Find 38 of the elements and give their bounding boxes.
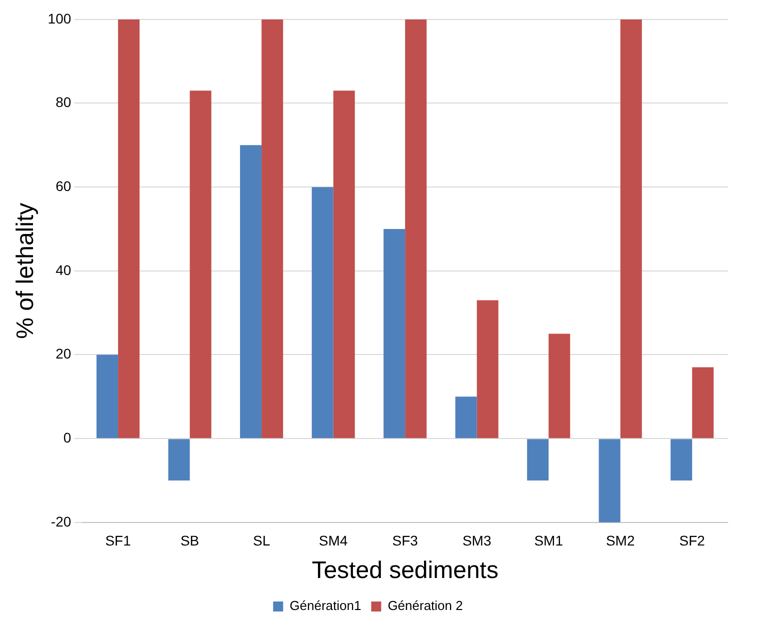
bar — [384, 228, 406, 438]
bar — [670, 439, 692, 480]
x-tick-label: SL — [252, 532, 270, 549]
y-tick-label: -20 — [50, 513, 72, 530]
x-tick-label: SM1 — [534, 532, 564, 549]
bar — [692, 367, 714, 438]
y-tick-label: 100 — [48, 10, 72, 26]
x-tick-label: SF2 — [679, 532, 706, 549]
y-tick-label: 40 — [56, 262, 72, 278]
bar — [598, 439, 620, 522]
bar — [455, 396, 477, 438]
bar — [548, 334, 570, 438]
bar — [240, 145, 262, 438]
bar — [168, 439, 190, 480]
bar — [476, 300, 498, 438]
y-tick-label: 0 — [63, 429, 72, 446]
bar — [527, 439, 549, 480]
bar — [262, 19, 284, 438]
bar — [620, 19, 642, 438]
y-axis-title: % of lethality — [12, 202, 40, 339]
bar — [190, 90, 212, 438]
x-axis-title: Tested sediments — [312, 557, 498, 584]
bar — [118, 19, 140, 438]
bar — [405, 19, 427, 438]
x-tick-label: SM3 — [462, 532, 492, 549]
legend-label: Génération1 — [290, 598, 362, 614]
bar — [312, 187, 334, 438]
x-tick-label: SB — [180, 532, 200, 549]
x-tick-label: SM4 — [318, 532, 348, 549]
x-tick-label: SF3 — [392, 532, 418, 549]
x-tick-label: SM2 — [606, 532, 635, 549]
y-tick-label: 80 — [56, 94, 72, 110]
x-tick-label: SF1 — [105, 532, 132, 549]
y-tick-label: 20 — [56, 346, 72, 362]
bar — [333, 90, 355, 438]
legend-label: Génération 2 — [388, 598, 463, 614]
y-tick-label: 60 — [56, 178, 72, 194]
bar — [96, 354, 118, 438]
